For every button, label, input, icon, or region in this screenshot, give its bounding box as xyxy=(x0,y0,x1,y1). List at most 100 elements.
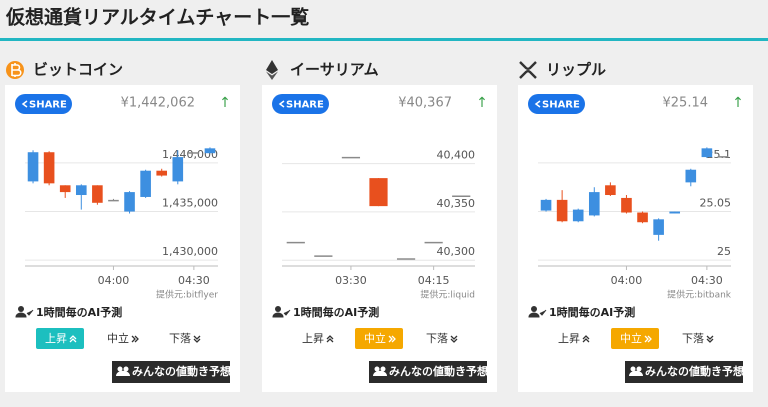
candle-body xyxy=(621,197,632,213)
forecast-button-label[interactable]: 中立 xyxy=(620,331,642,345)
forecast-button[interactable]: 中立 xyxy=(107,331,139,345)
candle-body xyxy=(685,169,697,183)
forecast-button[interactable]: 中立 xyxy=(355,328,403,349)
vote-icon xyxy=(630,366,636,372)
vote-label[interactable]: みんなの値動き予想 xyxy=(645,364,744,378)
share-label[interactable]: SHARE xyxy=(29,100,67,111)
vote-icon xyxy=(123,366,129,372)
forecast-button[interactable]: 上昇 xyxy=(558,332,590,345)
y-tick-label: 25.05 xyxy=(700,197,732,210)
user-icon-body xyxy=(15,309,34,318)
data-source: 提供元:bitbank xyxy=(667,289,732,301)
candle-body xyxy=(369,178,388,207)
candle-body xyxy=(204,148,216,154)
forecast-button-bg[interactable] xyxy=(611,328,659,349)
share-label[interactable]: SHARE xyxy=(286,100,324,111)
forecast-button-label[interactable]: 下落 xyxy=(426,332,448,345)
crypto-panel: ビットコイン SHARE ¥1,442,062 ↑ 1,430,000 1,435,000… xyxy=(5,61,240,392)
share-button[interactable]: SHARE xyxy=(272,94,329,114)
forecast-label: 1時間毎のAI予測 xyxy=(293,305,379,319)
forecast-button-bg[interactable] xyxy=(36,328,84,349)
vote-button[interactable]: みんなの値動き予想 xyxy=(625,361,744,383)
forecast-button-label[interactable]: 上昇 xyxy=(558,332,580,345)
forecast-label: 1時間毎のAI予測 xyxy=(36,305,122,319)
vote-button-bg[interactable] xyxy=(112,361,230,383)
forecast-button[interactable]: 中立 xyxy=(611,328,659,349)
y-tick-label: 25.1 xyxy=(707,148,732,161)
forecast-button[interactable]: 下落 xyxy=(682,332,714,345)
vote-icon xyxy=(380,366,386,372)
trend-arrow: ↑ xyxy=(219,95,231,111)
candle-body xyxy=(717,156,729,158)
forecast-button[interactable]: 下落 xyxy=(169,332,201,345)
candle-body xyxy=(43,152,55,184)
share-icon xyxy=(21,100,28,108)
vote-icon xyxy=(636,366,642,372)
forecast-chevron xyxy=(193,335,201,343)
x-tick-label: 04:00 xyxy=(98,274,130,287)
vote-icon xyxy=(117,366,123,372)
forecast-chevron xyxy=(582,335,590,343)
forecast-button-label[interactable]: 下落 xyxy=(682,332,704,345)
candle-body xyxy=(172,157,184,182)
forecast-button[interactable]: 上昇 xyxy=(302,332,334,345)
forecast-button-label[interactable]: 中立 xyxy=(364,331,386,345)
forecast-button[interactable]: 下落 xyxy=(426,332,458,345)
forecast-button-label[interactable]: 下落 xyxy=(169,332,191,345)
vote-button[interactable]: みんなの値動き予想 xyxy=(369,361,488,383)
candle-body xyxy=(59,185,71,193)
vote-label[interactable]: みんなの値動き予想 xyxy=(132,364,231,378)
candle-body xyxy=(605,185,616,196)
vote-icon-body xyxy=(116,370,130,376)
forecast-button-label[interactable]: 上昇 xyxy=(302,332,324,345)
x-tick-label: 04:30 xyxy=(178,274,210,287)
candle-body xyxy=(637,212,648,223)
share-button[interactable]: SHARE xyxy=(528,94,585,114)
share-icon xyxy=(278,100,285,108)
user-icon-body xyxy=(528,309,547,318)
vote-button-bg[interactable] xyxy=(369,361,487,383)
forecast-chevron xyxy=(69,335,77,343)
forecast-chevron xyxy=(326,335,334,343)
trend-arrow: ↑ xyxy=(476,95,488,111)
forecast-button[interactable]: 上昇 xyxy=(36,328,84,349)
forecast-chevron xyxy=(450,335,458,343)
forecast-chevron xyxy=(644,335,652,343)
candle-body xyxy=(701,148,713,158)
candle-body xyxy=(188,152,200,154)
candle-body xyxy=(396,258,416,260)
share-label[interactable]: SHARE xyxy=(542,100,580,111)
forecast-chevron xyxy=(706,335,714,343)
candle-body xyxy=(669,211,681,214)
vote-button-bg[interactable] xyxy=(625,361,743,383)
y-tick-label: 25 xyxy=(717,245,731,258)
coin-name: イーサリアム xyxy=(290,61,379,79)
forecast-button-label[interactable]: 上昇 xyxy=(45,332,67,345)
ethereum-icon xyxy=(266,60,278,74)
share-button[interactable]: SHARE xyxy=(15,94,72,114)
share-button-bg[interactable] xyxy=(272,94,329,114)
x-tick-label: 03:30 xyxy=(335,274,367,287)
bitcoin-icon-mark xyxy=(11,63,22,77)
trend-arrow: ↑ xyxy=(732,95,744,111)
user-icon-body xyxy=(272,309,291,318)
share-button-bg[interactable] xyxy=(15,94,72,114)
forecast-button-bg[interactable] xyxy=(355,328,403,349)
data-source: 提供元:liquid xyxy=(420,289,475,301)
forecast-chevron xyxy=(131,335,139,343)
title-underline xyxy=(0,38,768,41)
forecast-button-label[interactable]: 中立 xyxy=(107,331,129,345)
vote-button[interactable]: みんなの値動き予想 xyxy=(112,361,231,383)
candle-body xyxy=(286,241,305,244)
forecast-label: 1時間毎のAI予測 xyxy=(549,305,635,319)
y-tick-label: 40,400 xyxy=(437,149,476,162)
crypto-panel: リップル SHARE ¥25.14 ↑ 25 25.05 25.1 04:00 04:30 提供元… xyxy=(518,61,753,392)
coin-name: リップル xyxy=(546,61,606,79)
share-button-bg[interactable] xyxy=(528,94,585,114)
candle-body xyxy=(27,152,39,182)
price: ¥1,442,062 xyxy=(121,96,195,111)
vote-label[interactable]: みんなの値動き予想 xyxy=(389,364,488,378)
y-tick-label: 1,430,000 xyxy=(162,245,218,258)
